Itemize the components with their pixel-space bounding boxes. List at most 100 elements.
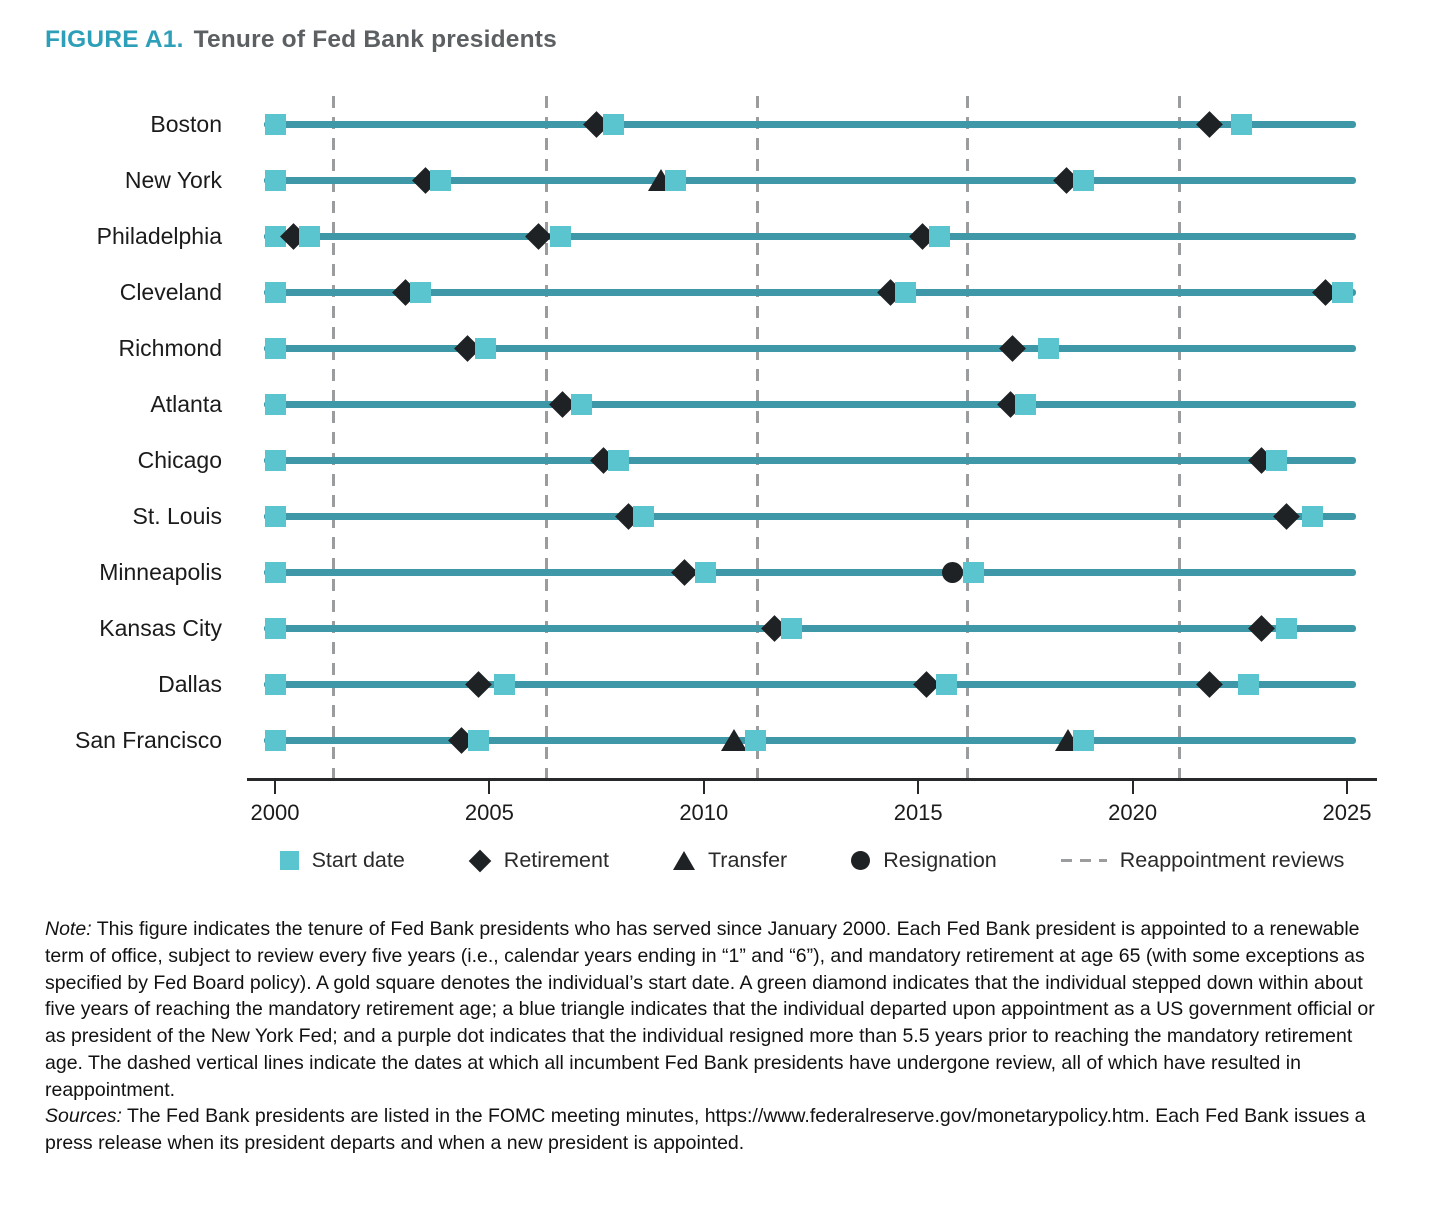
marker-start-date bbox=[665, 169, 687, 191]
marker-start-date bbox=[410, 281, 432, 303]
legend-item-retirement: Retirement bbox=[468, 848, 609, 873]
marker-start-date bbox=[264, 393, 286, 415]
marker-start-date bbox=[429, 169, 451, 191]
x-axis-tick bbox=[488, 781, 491, 794]
sources-text: The Fed Bank presidents are listed in th… bbox=[45, 1105, 1366, 1154]
tenure-line bbox=[264, 120, 1356, 128]
row-label-kansas-city: Kansas City bbox=[99, 615, 222, 641]
marker-transfer bbox=[720, 729, 747, 751]
tenure-line bbox=[264, 568, 1356, 576]
row-label-san-francisco: San Francisco bbox=[74, 727, 222, 753]
marker-start-date bbox=[1014, 393, 1036, 415]
row-label-new-york: New York bbox=[124, 167, 222, 193]
marker-start-date bbox=[549, 225, 571, 247]
reappointment-review-line bbox=[544, 96, 548, 778]
marker-start-date bbox=[264, 505, 286, 527]
marker-start-date bbox=[264, 449, 286, 471]
marker-start-date bbox=[894, 281, 916, 303]
x-tick-label-2000: 2000 bbox=[250, 800, 300, 825]
marker-start-date bbox=[1302, 505, 1324, 527]
marker-retirement bbox=[1247, 614, 1275, 642]
tenure-line bbox=[264, 288, 1356, 296]
legend-item-transfer: Transfer bbox=[672, 848, 788, 873]
row-label-cleveland: Cleveland bbox=[119, 279, 222, 305]
marker-start-date bbox=[1276, 617, 1298, 639]
marker-start-date bbox=[1072, 729, 1094, 751]
row-label-atlanta: Atlanta bbox=[150, 391, 222, 417]
marker-start-date bbox=[264, 673, 286, 695]
marker-start-date bbox=[935, 673, 957, 695]
tenure-line bbox=[264, 400, 1356, 408]
tenure-line bbox=[264, 624, 1356, 632]
marker-start-date bbox=[744, 729, 766, 751]
note-text: This figure indicates the tenure of Fed … bbox=[45, 918, 1375, 1101]
x-tick-label-2025: 2025 bbox=[1322, 800, 1372, 825]
tenure-line bbox=[264, 736, 1356, 744]
tenure-line bbox=[264, 176, 1356, 184]
row-label-richmond: Richmond bbox=[118, 335, 222, 361]
row-label-dallas: Dallas bbox=[158, 671, 222, 697]
legend-label: Retirement bbox=[503, 848, 609, 872]
marker-start-date bbox=[1265, 449, 1287, 471]
marker-resignation bbox=[942, 561, 963, 583]
marker-start-date bbox=[264, 561, 286, 583]
reappointment-review-line bbox=[331, 96, 335, 778]
figure-title: FIGURE A1. Tenure of Fed Bank presidents bbox=[45, 26, 557, 54]
x-axis-tick bbox=[702, 781, 705, 794]
x-tick-label-2010: 2010 bbox=[679, 800, 729, 825]
marker-start-date bbox=[963, 561, 985, 583]
x-axis-tick bbox=[274, 781, 276, 794]
row-label-boston: Boston bbox=[150, 111, 222, 137]
marker-start-date bbox=[1332, 281, 1354, 303]
start-marker-icon bbox=[279, 851, 299, 870]
figure-title-text: Tenure of Fed Bank presidents bbox=[193, 26, 557, 53]
sources-label: Sources: bbox=[45, 1105, 122, 1127]
marker-retirement bbox=[1196, 670, 1224, 698]
marker-start-date bbox=[264, 729, 286, 751]
row-label-st-louis: St. Louis bbox=[132, 503, 223, 529]
x-axis-tick bbox=[1346, 781, 1348, 794]
marker-start-date bbox=[264, 281, 286, 303]
marker-retirement bbox=[1196, 110, 1224, 138]
marker-start-date bbox=[1237, 673, 1259, 695]
tenure-line bbox=[264, 680, 1356, 688]
x-axis-tick bbox=[1131, 781, 1134, 794]
marker-start-date bbox=[264, 225, 286, 247]
chart-area: Boston New York Philadelphia Cleveland Richm… bbox=[74, 96, 1377, 825]
marker-start-date bbox=[695, 561, 717, 583]
tenure-line bbox=[264, 344, 1356, 352]
legend-label: Resignation bbox=[883, 848, 997, 872]
figure-sources: Sources: The Fed Bank presidents are lis… bbox=[45, 1103, 1380, 1157]
marker-start-date bbox=[264, 169, 286, 191]
figure-note: Note: This figure indicates the tenure o… bbox=[45, 916, 1380, 1104]
marker-start-date bbox=[264, 617, 286, 639]
legend-label: Transfer bbox=[707, 848, 788, 872]
marker-start-date bbox=[1072, 169, 1094, 191]
marker-start-date bbox=[929, 225, 951, 247]
marker-retirement bbox=[465, 670, 493, 698]
marker-start-date bbox=[264, 113, 286, 135]
marker-start-date bbox=[607, 449, 629, 471]
reappointment-review-line bbox=[755, 96, 759, 778]
marker-start-date bbox=[468, 729, 490, 751]
legend-item-review: Reappointment reviews bbox=[1060, 848, 1344, 873]
legend: Start date Retirement Transfer Resignation R… bbox=[247, 848, 1377, 873]
x-axis-line bbox=[247, 778, 1377, 781]
tenure-line bbox=[264, 232, 1356, 240]
row-label-minneapolis: Minneapolis bbox=[99, 559, 222, 585]
legend-item-resignation: Resignation bbox=[851, 848, 997, 873]
marker-start-date bbox=[474, 337, 496, 359]
retirement-marker-icon bbox=[468, 849, 492, 872]
marker-start-date bbox=[571, 393, 593, 415]
legend-item-start: Start date bbox=[279, 848, 405, 873]
note-label: Note: bbox=[45, 918, 92, 940]
marker-start-date bbox=[264, 337, 286, 359]
legend-label: Start date bbox=[311, 848, 405, 872]
tenure-line bbox=[264, 456, 1356, 464]
marker-start-date bbox=[298, 225, 320, 247]
marker-start-date bbox=[493, 673, 515, 695]
reappointment-review-line bbox=[1178, 96, 1182, 778]
x-tick-label-2015: 2015 bbox=[893, 800, 943, 825]
figure-label: FIGURE A1. bbox=[45, 26, 184, 53]
